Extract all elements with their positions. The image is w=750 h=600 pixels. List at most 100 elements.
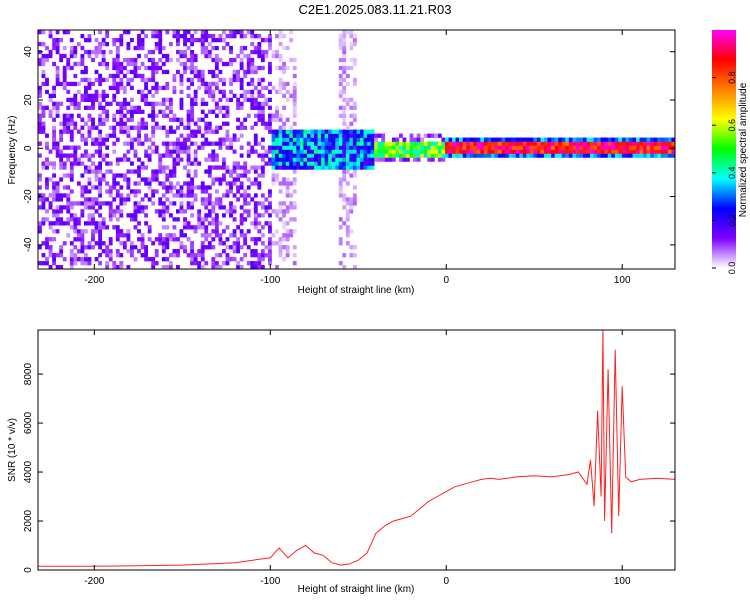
- heatmap-cell: [278, 65, 283, 71]
- heatmap-cell: [236, 185, 241, 190]
- heatmap-cell: [66, 61, 71, 67]
- heatmap-cell: [236, 117, 241, 122]
- heatmap-cell: [345, 133, 350, 138]
- heatmap-cell: [260, 225, 265, 230]
- heatmap-cell: [310, 129, 315, 134]
- heatmap-cell: [260, 153, 265, 158]
- heatmap-cell: [101, 177, 106, 182]
- heatmap-cell: [349, 57, 354, 63]
- heatmap-cell: [38, 193, 42, 198]
- heatmap-cell: [112, 65, 117, 71]
- heatmap-cell: [207, 53, 212, 59]
- heatmap-cell: [211, 237, 216, 242]
- heatmap-cell: [289, 125, 294, 130]
- heatmap-cell: [147, 137, 152, 142]
- heatmap-cell: [246, 149, 251, 154]
- heatmap-cell: [356, 133, 361, 138]
- heatmap-cell: [112, 197, 117, 202]
- heatmap-cell: [151, 173, 156, 178]
- heatmap-cell: [179, 241, 184, 246]
- heatmap-cell: [193, 149, 198, 154]
- heatmap-cell: [105, 181, 110, 186]
- heatmap-cell: [161, 181, 166, 186]
- heatmap-cell: [296, 161, 301, 166]
- heatmap-cell: [600, 137, 605, 142]
- heatmap-cell: [151, 125, 156, 130]
- heatmap-cell: [204, 141, 209, 146]
- heatmap-cell: [253, 193, 258, 198]
- heatmap-cell: [112, 181, 117, 186]
- heatmap-cell: [462, 153, 467, 158]
- heatmap-cell: [253, 121, 258, 126]
- heatmap-cell: [94, 209, 99, 214]
- heatmap-cell: [55, 193, 60, 198]
- heatmap-cell: [144, 245, 149, 250]
- heatmap-cell: [133, 205, 138, 210]
- heatmap-cell: [69, 45, 74, 51]
- heatmap-cell: [253, 65, 258, 71]
- heatmap-cell: [190, 261, 195, 266]
- heatmap-cell: [186, 137, 191, 142]
- heatmap-cell: [466, 153, 471, 158]
- heatmap-cell: [469, 153, 474, 158]
- heatmap-cell: [122, 89, 127, 95]
- heatmap-cell: [200, 49, 205, 55]
- heatmap-cell: [292, 133, 297, 138]
- heatmap-cell: [490, 145, 495, 150]
- heatmap-cell: [73, 73, 78, 79]
- heatmap-cell: [151, 193, 156, 198]
- heatmap-cell: [98, 233, 102, 238]
- heatmap-cell: [119, 197, 124, 202]
- heatmap-cell: [437, 133, 442, 138]
- heatmap-cell: [494, 137, 499, 142]
- heatmap-cell: [285, 233, 290, 238]
- heatmap-cell: [225, 189, 230, 194]
- heatmap-cell: [289, 201, 294, 206]
- heatmap-cell: [554, 141, 559, 146]
- heatmap-cell: [604, 137, 609, 142]
- heatmap-cell: [186, 201, 191, 206]
- heatmap-cell: [253, 177, 258, 182]
- heatmap-cell: [41, 165, 46, 170]
- heatmap-cell: [66, 117, 71, 122]
- heatmap-cell: [360, 153, 364, 158]
- heatmap-cell: [268, 125, 272, 130]
- heatmap-cell: [73, 153, 78, 158]
- heatmap-cell: [250, 221, 255, 226]
- heatmap-cell: [87, 133, 92, 138]
- heatmap-cell: [398, 141, 403, 146]
- heatmap-cell: [115, 209, 120, 214]
- heatmap-cell: [151, 133, 156, 138]
- heatmap-cell: [391, 145, 396, 150]
- heatmap-cell: [314, 161, 318, 166]
- heatmap-cell: [271, 145, 276, 150]
- heatmap-cell: [52, 181, 56, 186]
- heatmap-cell: [558, 141, 563, 146]
- heatmap-cell: [76, 221, 81, 226]
- heatmap-cell: [349, 153, 354, 158]
- heatmap-cell: [41, 30, 46, 35]
- heatmap-cell: [222, 37, 226, 43]
- heatmap-cell: [147, 181, 152, 186]
- heatmap-cell: [186, 145, 191, 150]
- heatmap-cell: [190, 257, 195, 262]
- heatmap-cell: [126, 213, 131, 218]
- heatmap-cell: [168, 169, 173, 174]
- heatmap-cell: [239, 181, 244, 186]
- heatmap-cell: [126, 30, 131, 35]
- heatmap-cell: [115, 85, 120, 91]
- heatmap-cell: [66, 221, 71, 226]
- heatmap-cell: [154, 173, 159, 178]
- heatmap-cell: [94, 241, 99, 246]
- heatmap-cell: [285, 97, 290, 102]
- heatmap-cell: [239, 81, 244, 87]
- heatmap-cell: [38, 129, 42, 134]
- heatmap-cell: [455, 137, 460, 142]
- heatmap-cell: [115, 37, 120, 43]
- heatmap-cell: [94, 45, 99, 51]
- heatmap-cell: [321, 165, 325, 170]
- heatmap-cell: [289, 37, 294, 43]
- heatmap-cell: [137, 189, 141, 194]
- heatmap-cell: [239, 57, 244, 63]
